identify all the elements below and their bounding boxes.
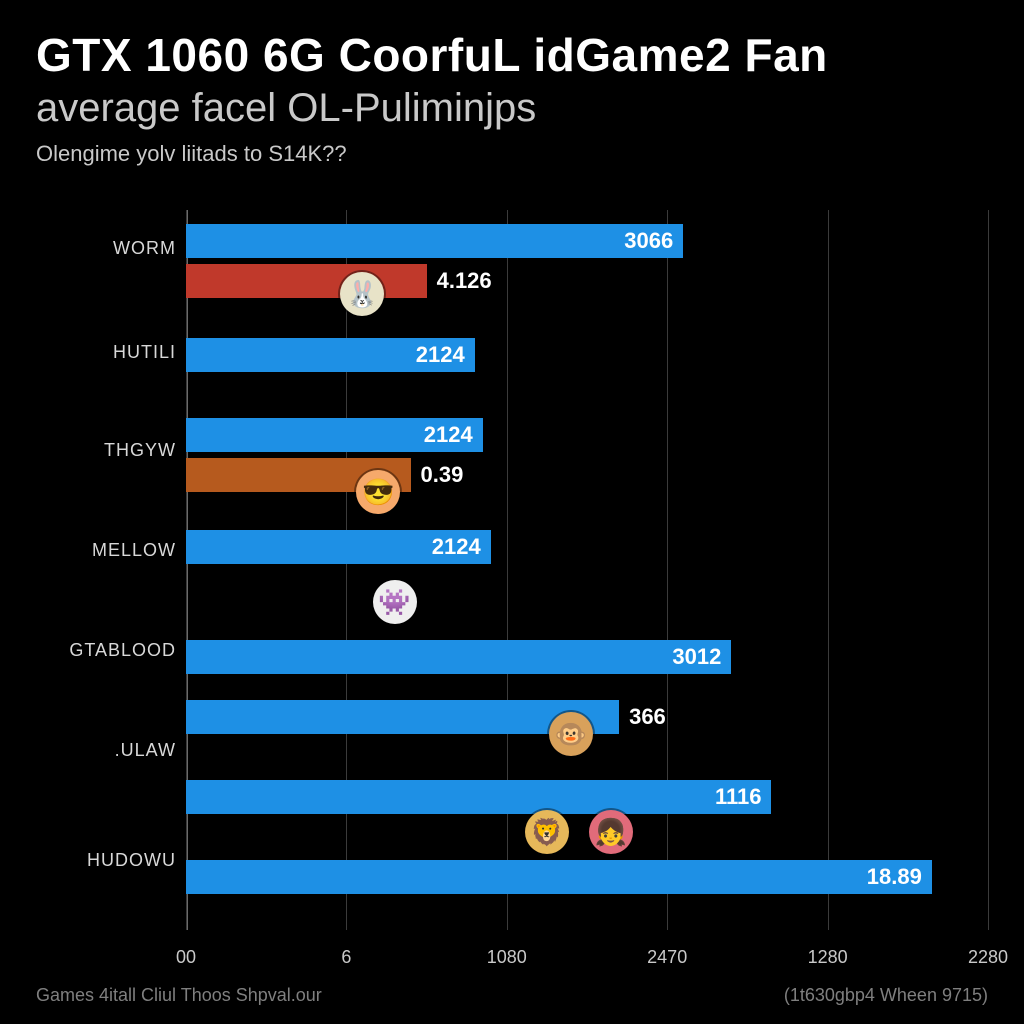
footer: Games 4itall Cliul Thoos Shpval.our (1t6… [36,985,988,1006]
bar-value: 2124 [432,534,481,560]
bar [186,860,932,894]
y-category-label: MELLOW [36,540,176,561]
x-tick: 2470 [647,947,687,968]
character-icon: 🐵 [549,712,593,756]
chart-title: GTX 1060 6G CoorfuL idGame2 Fan [36,28,988,82]
character-icon: 😎 [356,470,400,514]
character-icon: 🦁 [525,810,569,854]
x-tick: 2280 [968,947,1008,968]
gridline [988,210,989,930]
character-icon: 🐰 [340,272,384,316]
benchmark-chart: WORM HUTILI THGYW MELLOW GTABLOOD .ULAW HUDOWU… [36,210,988,930]
plot-area: 006108024701280228030664.126212421240.39… [186,210,988,930]
bar [186,640,731,674]
chart-subtitle: average facel OL-Puliminjps [36,86,988,131]
character-icon: 👾 [373,580,417,624]
bar [186,264,427,298]
bar-value: 1116 [715,784,762,810]
x-tick: 00 [176,947,196,968]
y-category-label: GTABLOOD [36,640,176,661]
bar-value: 4.126 [437,268,492,294]
y-category-label: HUTILI [36,342,176,363]
footer-left: Games 4itall Cliul Thoos Shpval.our [36,985,322,1006]
x-tick: 1280 [808,947,848,968]
bar-value: 2124 [416,342,465,368]
gridline [828,210,829,930]
y-category-label: .ULAW [36,740,176,761]
bar-value: 366 [629,704,666,730]
bar-value: 3012 [672,644,721,670]
x-tick: 6 [341,947,351,968]
chart-subheading: Olengime yolv liitads to S14K?? [36,141,988,167]
bar-value: 18.89 [867,864,922,890]
gridline [346,210,347,930]
gridline [667,210,668,930]
bar-value: 3066 [624,228,673,254]
gridline [507,210,508,930]
y-category-label: THGYW [36,440,176,461]
y-category-label: WORM [36,238,176,259]
bar-value: 0.39 [421,462,464,488]
gridline [186,210,187,930]
bar [186,780,771,814]
title-block: GTX 1060 6G CoorfuL idGame2 Fan average … [36,28,988,167]
character-icon: 👧 [589,810,633,854]
bar-value: 2124 [424,422,473,448]
x-tick: 1080 [487,947,527,968]
y-category-label: HUDOWU [36,850,176,871]
bar [186,224,683,258]
footer-right: (1t630gbp4 Wheen 9715) [784,985,988,1006]
